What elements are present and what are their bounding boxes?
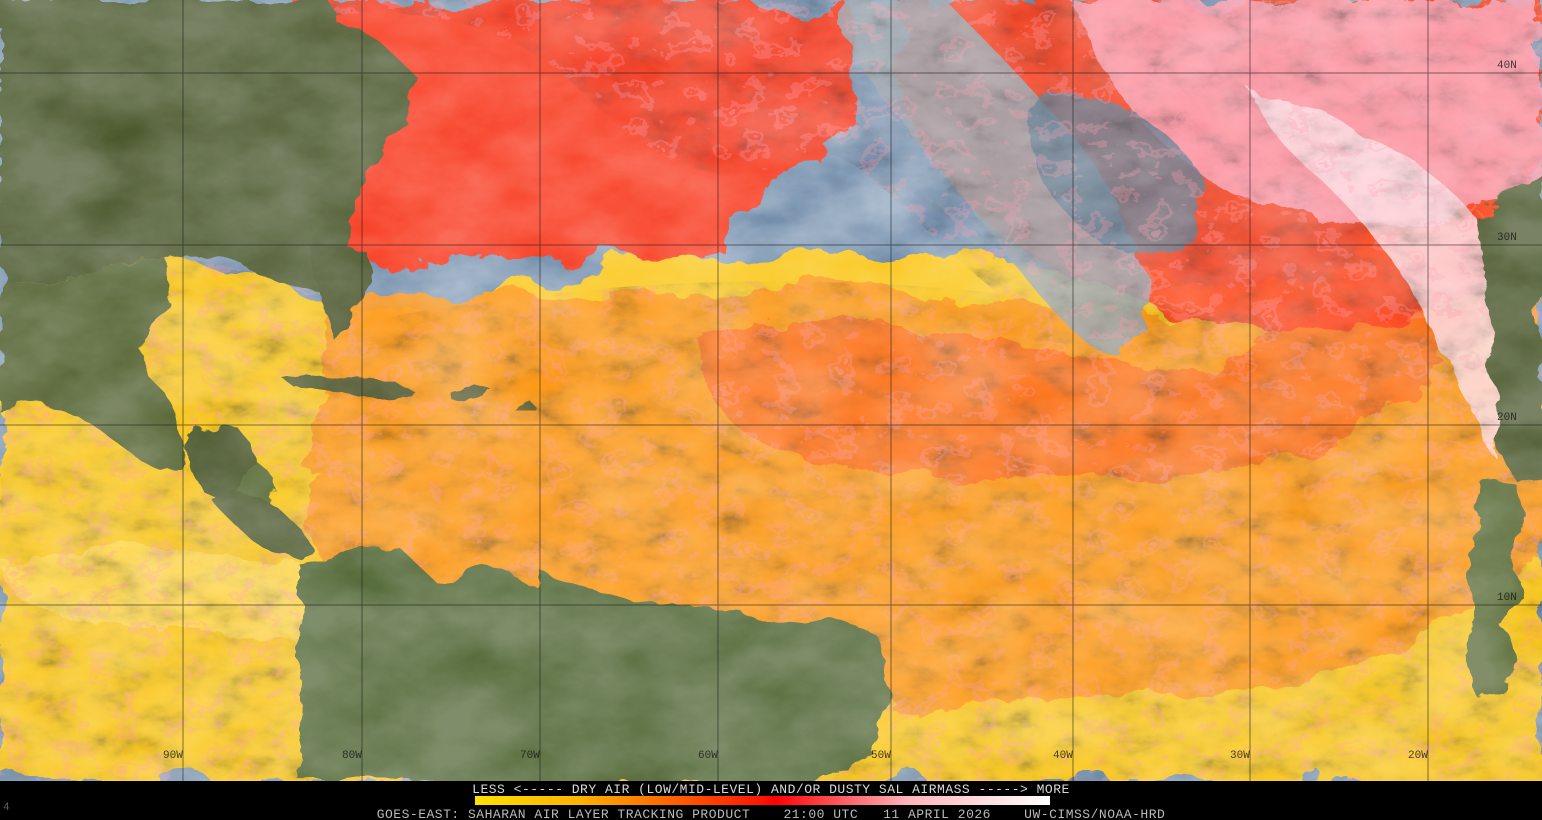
svg-text:90W: 90W: [163, 750, 183, 762]
svg-text:60W: 60W: [698, 750, 718, 762]
svg-text:30N: 30N: [1497, 232, 1517, 244]
svg-text:80W: 80W: [342, 750, 362, 762]
svg-text:40N: 40N: [1497, 60, 1517, 72]
svg-text:10N: 10N: [1497, 592, 1517, 604]
svg-text:40W: 40W: [1053, 750, 1073, 762]
svg-text:30W: 30W: [1230, 750, 1250, 762]
svg-text:20W: 20W: [1408, 750, 1428, 762]
svg-text:20N: 20N: [1497, 412, 1517, 424]
svg-text:50W: 50W: [871, 750, 891, 762]
svg-text:70W: 70W: [520, 750, 540, 762]
